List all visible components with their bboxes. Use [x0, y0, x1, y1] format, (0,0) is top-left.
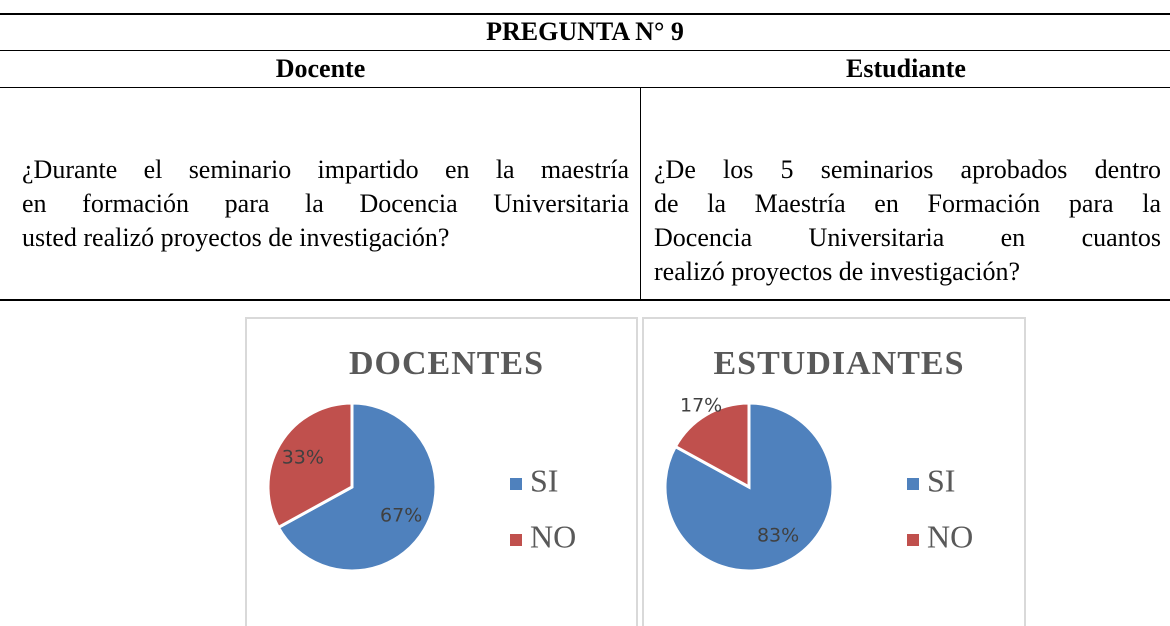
- data-label: 83%: [757, 525, 799, 547]
- pie-slice: [266, 401, 354, 530]
- pie-slice: [673, 401, 751, 490]
- table-title: PREGUNTA N° 9: [486, 17, 684, 46]
- legend-swatch: [510, 478, 522, 490]
- rule: [0, 50, 1170, 51]
- legend-label: NO: [927, 518, 973, 554]
- question-line: de la Maestría en Formación para la: [654, 189, 1161, 218]
- rule: [0, 87, 1170, 88]
- question-line: ¿De los 5 seminarios aprobados dentro: [654, 155, 1161, 184]
- question-line: en formación para la Docencia Universita…: [22, 189, 629, 218]
- pie-slice: [276, 401, 438, 573]
- data-label: 67%: [380, 505, 422, 527]
- question-line: usted realizó proyectos de investigación…: [22, 223, 450, 252]
- question-line: ¿Durante el seminario impartido en la ma…: [22, 155, 629, 184]
- legend-label: NO: [530, 518, 576, 554]
- legend-swatch: [907, 534, 919, 546]
- chart-title: ESTUDIANTES: [714, 345, 965, 382]
- rule: [0, 299, 1170, 301]
- data-label: 33%: [282, 446, 324, 468]
- question: ¿Durante el seminario impartido en la ma…: [22, 153, 629, 255]
- question-line: Docencia Universitaria en cuantos: [654, 223, 1161, 252]
- column-header: Estudiante: [846, 54, 966, 83]
- legend-label: SI: [530, 462, 558, 498]
- chart-title: DOCENTES: [349, 345, 544, 382]
- question-line: realizó proyectos de investigación?: [654, 257, 1021, 286]
- column-header: Docente: [275, 54, 366, 83]
- rule: [0, 13, 1170, 15]
- question: ¿De los 5 seminarios aprobados dentro de …: [654, 153, 1161, 289]
- legend-label: SI: [927, 462, 955, 498]
- legend-swatch: [907, 478, 919, 490]
- legend-swatch: [510, 534, 522, 546]
- column-divider: [640, 88, 641, 300]
- data-label: 17%: [680, 395, 722, 417]
